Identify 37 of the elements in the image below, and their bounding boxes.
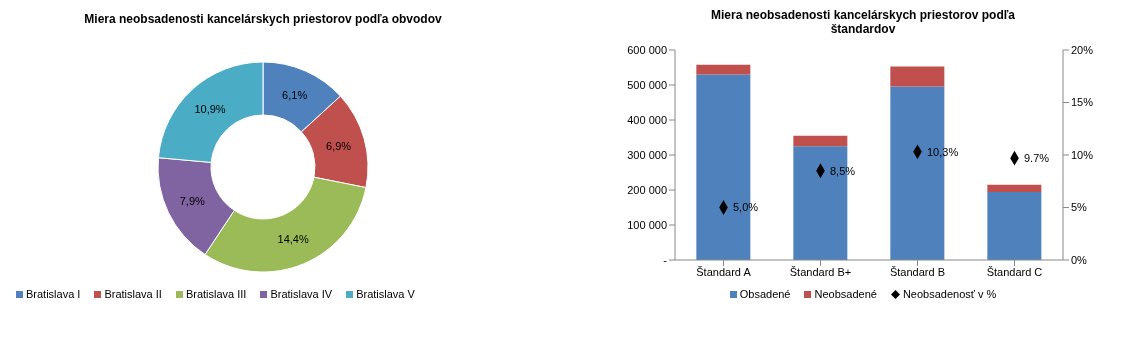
bar (987, 192, 1042, 260)
legend-label: Bratislava I (25, 288, 81, 300)
data-label: 9.7% (1024, 152, 1050, 165)
x-tick-label: Štandard C (986, 265, 1043, 278)
legend-label: Neobsadené (813, 288, 877, 300)
x-tick-label: Štandard B (889, 265, 946, 278)
x-tick-label: Štandard A (696, 265, 752, 278)
y-tick-label: 600 000 (627, 43, 667, 56)
y-tick-label: 300 000 (627, 148, 667, 161)
x-tick-label: Štandard B+ (789, 265, 852, 278)
legend-label: Neobsadenosť v % (901, 288, 997, 300)
y2-tick-label: 15% (1071, 96, 1094, 109)
y-tick-label: 500 000 (627, 78, 667, 91)
y2-tick-label: 10% (1071, 148, 1094, 161)
legend-label: Obsadené (738, 288, 791, 300)
y-tick-label: 400 000 (627, 113, 667, 126)
legend-label: Bratislava V (355, 288, 415, 300)
data-label: 7,9% (179, 195, 206, 208)
bar (793, 135, 848, 147)
bar (987, 184, 1042, 193)
data-label: 14,4% (277, 233, 309, 246)
y2-tick-label: 5% (1071, 201, 1088, 214)
data-label: 6,1% (282, 89, 308, 102)
y-tick-label: - (663, 253, 668, 266)
legend-label: Bratislava III (184, 288, 247, 300)
chart-title: Miera neobsadenosti kancelárskych priestorov podľa štandardov (709, 8, 1017, 38)
data-label: 10,9% (194, 103, 226, 116)
y-tick-label: 200 000 (627, 183, 667, 196)
bar (696, 64, 751, 75)
y2-tick-label: 20% (1071, 43, 1094, 56)
data-label: 6,9% (326, 139, 352, 152)
y2-tick-label: 0% (1071, 253, 1088, 266)
chart-title: Miera neobsadenosti kancelárskych priestorov podľa obvodov (83, 11, 443, 28)
bar (890, 66, 945, 87)
legend-label: Bratislava II (103, 288, 162, 300)
legend-label: Bratislava IV (269, 288, 333, 300)
y-tick-label: 100 000 (627, 218, 667, 231)
